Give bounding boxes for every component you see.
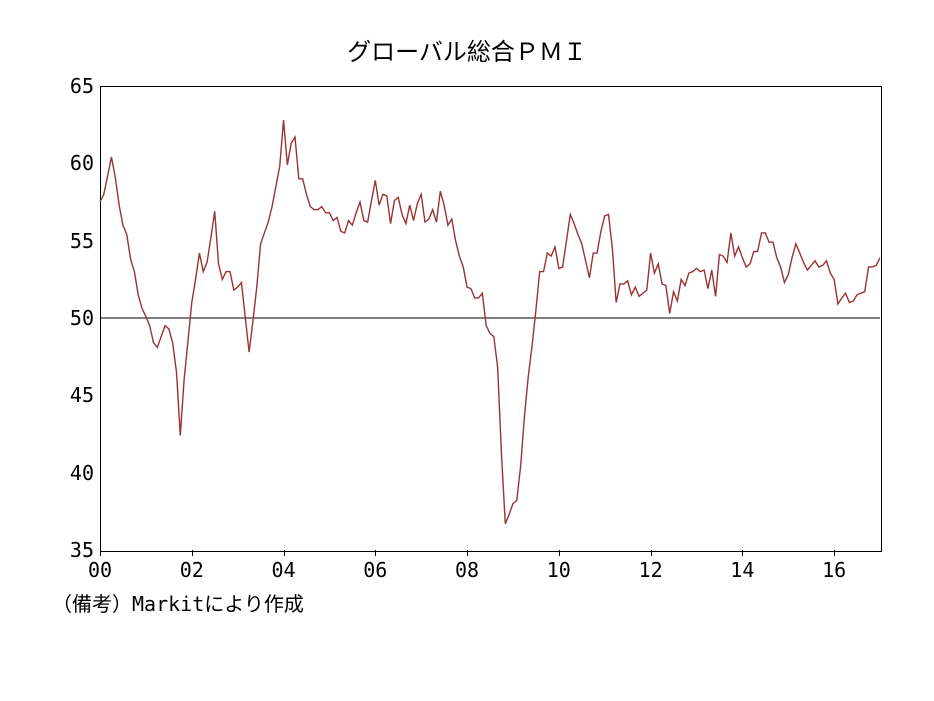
x-tick-label: 14 xyxy=(730,558,754,582)
x-tick-mark xyxy=(559,550,560,556)
x-tick-mark xyxy=(284,550,285,556)
x-tick-label: 16 xyxy=(822,558,846,582)
x-tick-label: 08 xyxy=(455,558,479,582)
y-tick-label: 65 xyxy=(38,74,94,98)
x-tick-label: 02 xyxy=(180,558,204,582)
x-tick-label: 04 xyxy=(271,558,295,582)
y-tick-label: 35 xyxy=(38,538,94,562)
y-tick-label: 55 xyxy=(38,229,94,253)
x-tick-label: 12 xyxy=(639,558,663,582)
x-tick-mark xyxy=(467,550,468,556)
chart-container: グローバル総合ＰＭＩ （備考）Markitにより作成 35 40 45 50 55 60 6… xyxy=(0,0,934,701)
x-tick-mark xyxy=(651,550,652,556)
x-tick-mark xyxy=(375,550,376,556)
chart-title: グローバル総合ＰＭＩ xyxy=(0,32,934,67)
y-tick-label: 45 xyxy=(38,383,94,407)
y-tick-label: 50 xyxy=(38,306,94,330)
y-tick-label: 60 xyxy=(38,151,94,175)
chart-svg xyxy=(100,86,880,550)
x-tick-mark xyxy=(100,550,101,556)
series-line-pmi xyxy=(100,120,880,524)
x-tick-mark xyxy=(742,550,743,556)
x-tick-label: 06 xyxy=(363,558,387,582)
x-tick-label: 10 xyxy=(547,558,571,582)
x-tick-label: 00 xyxy=(88,558,112,582)
y-tick-label: 40 xyxy=(38,461,94,485)
x-tick-mark xyxy=(192,550,193,556)
chart-footnote: （備考）Markitにより作成 xyxy=(52,588,304,617)
x-tick-mark xyxy=(834,550,835,556)
